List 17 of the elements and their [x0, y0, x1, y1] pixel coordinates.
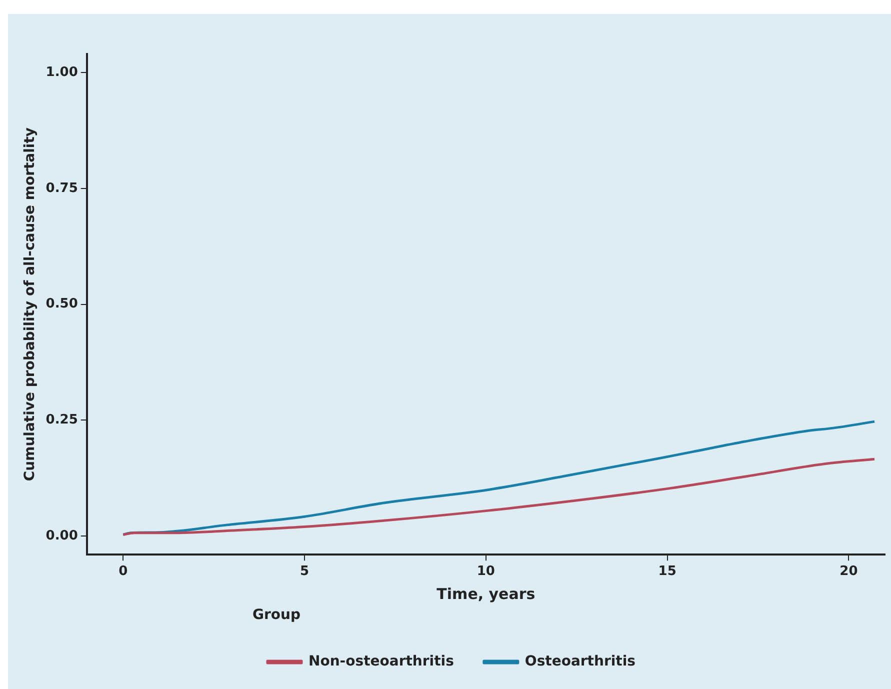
x-tick-label: 0 [118, 564, 128, 579]
y-axis-title: Cumulative probability of all-cause mortality [22, 127, 38, 482]
y-tick-label: 0.75 [46, 180, 78, 196]
legend-title: Group [252, 606, 301, 623]
y-tick-label: 1.00 [46, 64, 78, 80]
legend-label: Non-osteoarthritis [308, 654, 454, 670]
y-tick-label: 0.25 [46, 412, 78, 428]
x-axis-title: Time, years [436, 585, 536, 604]
line-series [122, 458, 876, 536]
x-tick-label: 15 [658, 564, 676, 579]
x-tick-label: 5 [300, 564, 310, 579]
y-tick-label: 0.00 [46, 528, 78, 544]
x-tick-label: 10 [476, 564, 495, 579]
line-series [122, 420, 876, 536]
x-tick-label: 20 [840, 564, 858, 579]
y-tick-label: 0.50 [46, 296, 78, 312]
legend-label: Osteoarthritis [524, 654, 636, 670]
